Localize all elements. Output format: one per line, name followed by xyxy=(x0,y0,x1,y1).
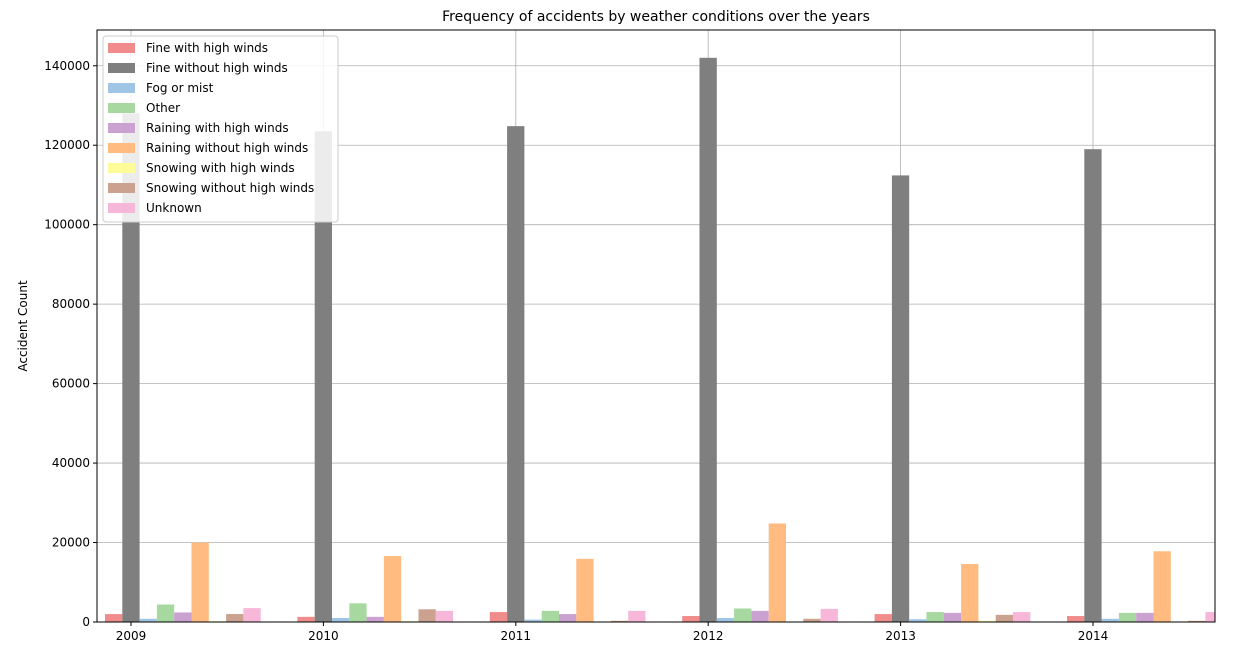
legend-label: Raining without high winds xyxy=(146,141,308,155)
bar xyxy=(699,57,717,623)
bars-group xyxy=(105,57,1215,623)
bar xyxy=(1153,551,1171,622)
y-tick-label: 140000 xyxy=(44,59,90,73)
legend-swatch xyxy=(108,83,135,93)
plot-frame xyxy=(96,29,1216,623)
y-tick-label: 100000 xyxy=(44,218,90,232)
x-tick-label: 2011 xyxy=(501,629,532,643)
x-tick-label: 2012 xyxy=(693,629,724,643)
bar xyxy=(174,612,192,622)
y-tick-label: 80000 xyxy=(52,297,90,311)
bar xyxy=(418,609,436,622)
bar xyxy=(820,608,838,622)
bar xyxy=(1101,618,1119,622)
bar xyxy=(961,563,979,622)
legend-box xyxy=(102,35,339,223)
bar xyxy=(541,610,559,622)
legend-swatch xyxy=(108,63,135,73)
chart-title: Frequency of accidents by weather condit… xyxy=(442,9,870,25)
legend-swatch xyxy=(108,163,135,173)
bar xyxy=(559,614,577,622)
bar xyxy=(576,558,594,622)
y-tick-label: 20000 xyxy=(52,536,90,550)
bar xyxy=(489,612,508,622)
y-tick-label: 120000 xyxy=(44,138,90,152)
legend-label: Other xyxy=(146,101,180,115)
bar xyxy=(716,618,735,622)
legend-label: Fine without high winds xyxy=(146,61,288,75)
x-tick-label: 2010 xyxy=(308,629,339,643)
y-axis-label: Accident Count xyxy=(16,280,30,372)
bar xyxy=(943,612,962,622)
legend: Fine with high winds Fine without high wi… xyxy=(102,35,339,223)
bar xyxy=(1136,612,1154,622)
bar xyxy=(1084,149,1102,622)
bar xyxy=(139,618,157,622)
y-axis-ticks: 0 20000 40000 60000 80000 100000 120000 140000 xyxy=(44,59,97,629)
x-axis-ticks: 2009 2010 2011 2012 2013 2014 xyxy=(116,622,1109,643)
bar xyxy=(243,608,261,622)
bar xyxy=(768,523,786,622)
bar xyxy=(1118,612,1137,622)
bar xyxy=(803,618,821,622)
bar xyxy=(1067,616,1085,622)
y-tick-label: 60000 xyxy=(52,377,90,391)
bar xyxy=(191,542,209,622)
bar xyxy=(610,620,629,622)
bar xyxy=(226,614,244,622)
legend-label: Fine with high winds xyxy=(146,41,268,55)
y-tick-label: 40000 xyxy=(52,456,90,470)
legend-label: Snowing with high winds xyxy=(146,161,295,175)
bar xyxy=(383,556,402,622)
bar xyxy=(366,616,384,622)
bar xyxy=(909,619,927,622)
bar xyxy=(122,113,140,622)
bar xyxy=(332,618,350,622)
legend-swatch xyxy=(108,183,135,193)
legend-swatch xyxy=(108,43,135,53)
bar xyxy=(874,614,892,622)
bar xyxy=(1013,612,1031,622)
bar xyxy=(507,126,525,623)
bar xyxy=(995,614,1013,622)
bar xyxy=(1188,620,1206,622)
bar xyxy=(297,616,315,622)
legend-label: Fog or mist xyxy=(146,81,214,95)
x-tick-label: 2013 xyxy=(885,629,916,643)
bar xyxy=(628,610,646,622)
bar xyxy=(1205,612,1215,622)
bar xyxy=(156,604,175,622)
legend-swatch xyxy=(108,103,135,113)
bar xyxy=(314,131,332,622)
legend-swatch xyxy=(108,143,135,153)
bar xyxy=(105,614,123,622)
bar xyxy=(682,616,700,622)
legend-swatch xyxy=(108,123,135,133)
legend-swatch xyxy=(108,203,135,213)
bar xyxy=(926,612,944,622)
bar xyxy=(349,603,367,622)
y-tick-label: 0 xyxy=(82,615,90,629)
bar xyxy=(734,608,752,622)
legend-label: Raining with high winds xyxy=(146,121,289,135)
x-tick-label: 2014 xyxy=(1078,629,1109,643)
bar xyxy=(891,175,910,622)
legend-label: Snowing without high winds xyxy=(146,181,314,195)
bar xyxy=(978,620,996,622)
bar xyxy=(751,610,769,622)
x-tick-label: 2009 xyxy=(116,629,147,643)
legend-label: Unknown xyxy=(146,201,202,215)
bar xyxy=(524,619,542,622)
bar xyxy=(435,610,454,622)
